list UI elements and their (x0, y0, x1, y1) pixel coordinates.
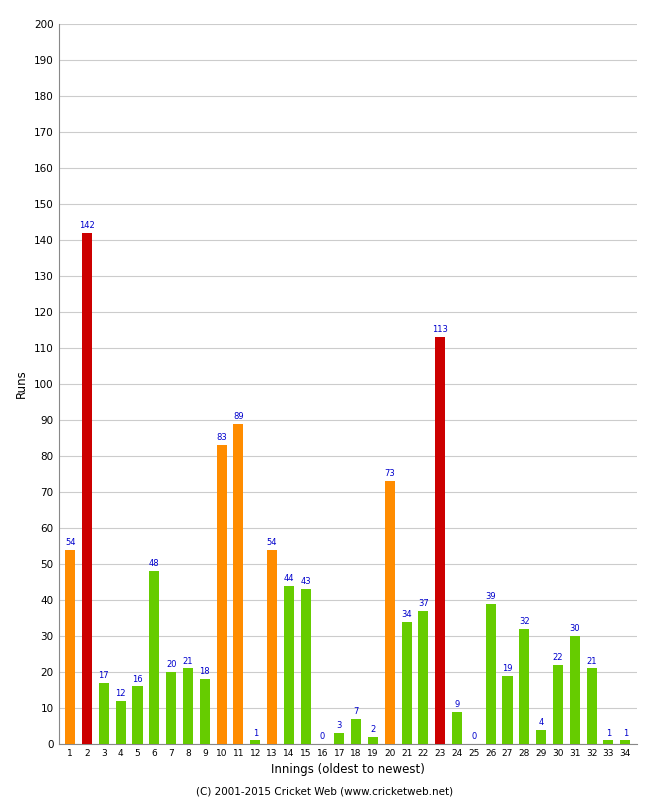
Text: 9: 9 (454, 700, 460, 709)
Text: 22: 22 (552, 653, 563, 662)
Bar (284, 586, 294, 744)
Bar (553, 665, 563, 744)
Text: 142: 142 (79, 221, 95, 230)
Bar (99, 682, 109, 744)
Text: 0: 0 (320, 732, 325, 741)
Bar (436, 337, 445, 744)
Bar (385, 481, 395, 744)
Text: 37: 37 (418, 599, 429, 608)
Bar (334, 733, 345, 744)
Text: 20: 20 (166, 660, 176, 669)
Bar (586, 668, 597, 744)
Text: 21: 21 (183, 657, 193, 666)
Bar (250, 741, 260, 744)
Text: 0: 0 (471, 732, 476, 741)
Bar (150, 571, 159, 744)
Text: 18: 18 (200, 667, 210, 676)
Bar (200, 679, 210, 744)
Bar (368, 737, 378, 744)
Text: 30: 30 (569, 624, 580, 633)
Bar (570, 636, 580, 744)
Bar (301, 589, 311, 744)
Text: 32: 32 (519, 617, 530, 626)
Bar (65, 550, 75, 744)
Bar (216, 445, 227, 744)
Text: 3: 3 (337, 722, 342, 730)
Text: 44: 44 (283, 574, 294, 582)
Text: 17: 17 (99, 671, 109, 680)
Text: 39: 39 (486, 592, 496, 601)
Bar (486, 603, 496, 744)
Bar (620, 741, 630, 744)
Bar (183, 668, 193, 744)
Text: 1: 1 (253, 729, 258, 738)
X-axis label: Innings (oldest to newest): Innings (oldest to newest) (271, 763, 424, 777)
Text: 4: 4 (538, 718, 544, 726)
Bar (519, 629, 529, 744)
Bar (133, 686, 142, 744)
Text: 34: 34 (401, 610, 412, 618)
Text: 1: 1 (606, 729, 611, 738)
Text: 73: 73 (384, 470, 395, 478)
Y-axis label: Runs: Runs (16, 370, 29, 398)
Text: 83: 83 (216, 434, 227, 442)
Text: 54: 54 (266, 538, 278, 546)
Bar (267, 550, 277, 744)
Text: 48: 48 (149, 559, 160, 568)
Bar (233, 423, 244, 744)
Text: (C) 2001-2015 Cricket Web (www.cricketweb.net): (C) 2001-2015 Cricket Web (www.cricketwe… (196, 786, 454, 796)
Text: 16: 16 (132, 674, 143, 683)
Text: 1: 1 (623, 729, 628, 738)
Bar (402, 622, 411, 744)
Text: 43: 43 (300, 578, 311, 586)
Bar (452, 712, 462, 744)
Bar (82, 233, 92, 744)
Bar (603, 741, 614, 744)
Text: 54: 54 (65, 538, 75, 546)
Text: 19: 19 (502, 664, 513, 673)
Text: 89: 89 (233, 412, 244, 421)
Bar (536, 730, 546, 744)
Text: 113: 113 (432, 326, 448, 334)
Bar (166, 672, 176, 744)
Bar (419, 610, 428, 744)
Bar (116, 701, 125, 744)
Text: 2: 2 (370, 725, 376, 734)
Bar (502, 675, 513, 744)
Text: 21: 21 (586, 657, 597, 666)
Text: 7: 7 (354, 707, 359, 716)
Bar (351, 718, 361, 744)
Text: 12: 12 (116, 689, 126, 698)
